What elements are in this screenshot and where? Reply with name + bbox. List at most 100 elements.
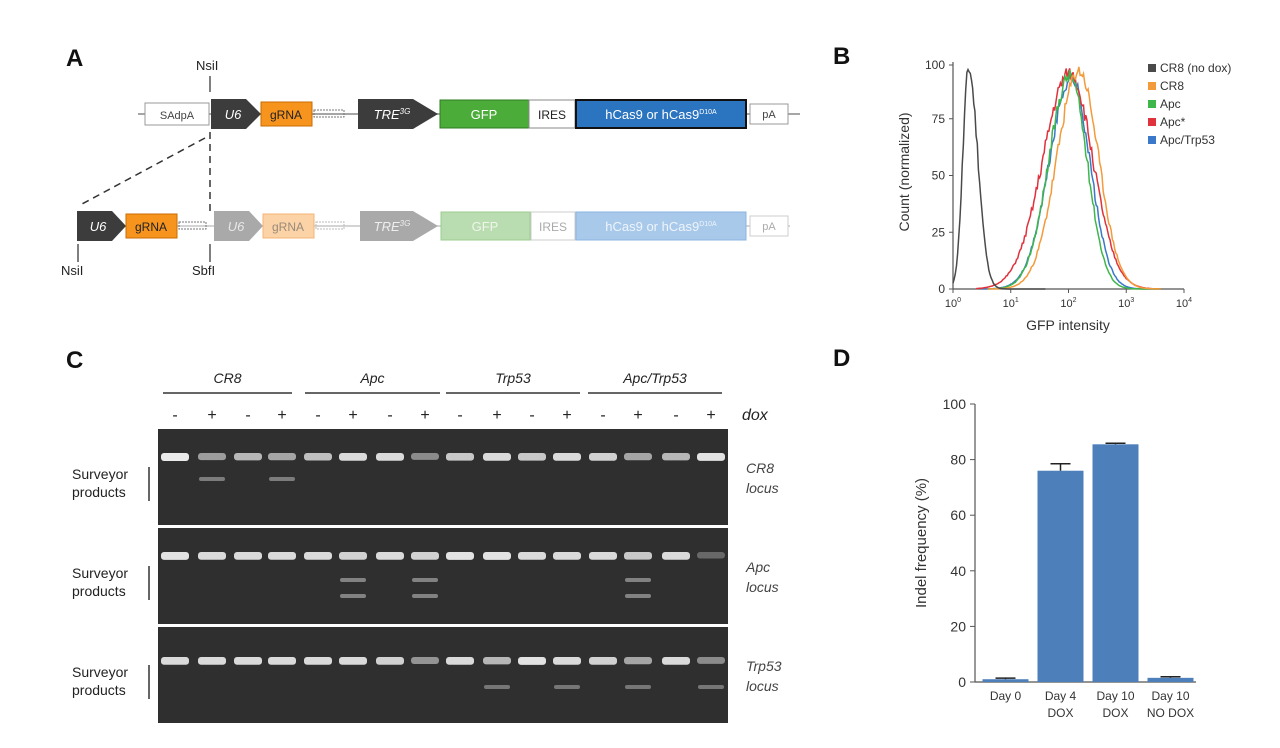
gel-band	[697, 657, 725, 664]
bar-y-ticks: 0 20 40 60 80 100	[943, 396, 975, 690]
gel-band	[411, 453, 439, 460]
locus-label-line2: locus	[746, 480, 779, 496]
panel-label-a: A	[66, 45, 83, 72]
surveyor-label-line2: products	[72, 583, 126, 599]
sadpa-label: SAdpA	[160, 110, 195, 122]
gel-band	[553, 657, 581, 665]
flow-x-tick-label: 101	[1003, 297, 1019, 310]
gel-band	[304, 453, 332, 461]
u6-arrow	[211, 99, 261, 129]
flow-legend-label: Apc	[1160, 97, 1181, 111]
bar-ylabel: Indel frequency (%)	[913, 478, 930, 608]
grna-label-bottom: gRNA	[135, 220, 167, 234]
pa-label-faded: pA	[762, 221, 776, 233]
gel-band	[697, 453, 725, 461]
gfp-label-faded: GFP	[472, 219, 499, 234]
bar-y-tick-label: 60	[950, 507, 966, 523]
grna-label: gRNA	[270, 108, 302, 122]
flow-x-tick-label: 100	[945, 297, 961, 310]
gel-band	[697, 552, 725, 559]
gel-band	[268, 657, 296, 665]
flow-y-tick-label: 100	[925, 58, 945, 72]
u6-label-bottom: U6	[90, 219, 107, 234]
construct-top: NsiI SAdpA U6 gRNA TRE3G GFP IRES hCas9 …	[138, 58, 800, 129]
gel-group-headers: CR8 Apc Trp53 Apc/Trp53	[163, 370, 722, 394]
bar-y-tick-label: 80	[950, 452, 966, 468]
pa-label: pA	[762, 109, 776, 121]
gel-band	[234, 552, 262, 560]
bar	[1147, 677, 1194, 682]
cas9-label-faded: hCas9 or hCas9D10A	[605, 219, 717, 234]
tre3g-arrow-faded	[360, 211, 438, 241]
flow-legend-swatch	[1148, 118, 1156, 126]
gel-panel: Surveyor products Trp53 locus	[72, 627, 782, 723]
gel-band	[161, 453, 189, 461]
guide-dashed-diagonal	[81, 137, 206, 205]
nsii-site-top: NsiI	[196, 58, 218, 73]
terminator-top	[313, 109, 345, 118]
gel-product-band	[554, 685, 580, 689]
pa-box-faded	[749, 215, 789, 237]
gfp-label: GFP	[471, 107, 498, 122]
surveyor-label-line1: Surveyor	[72, 565, 128, 581]
gel-band	[161, 552, 189, 560]
gel-product-band	[625, 578, 651, 582]
gfp-box-faded	[440, 211, 531, 241]
gel-dox-sign: +	[633, 407, 642, 424]
gel-band	[268, 453, 296, 461]
gel-product-band	[340, 594, 366, 598]
flow-legend-label: Apc*	[1160, 115, 1186, 129]
gel-band	[411, 552, 439, 560]
bar	[1037, 470, 1084, 682]
flow-curve-apc-star	[976, 68, 1161, 290]
gel-band	[589, 552, 617, 560]
gel-band	[483, 657, 511, 665]
bar-y-tick-label: 0	[958, 674, 966, 690]
gel-dox-sign: -	[315, 407, 320, 424]
gel-dox-sign: -	[600, 407, 605, 424]
gel-background	[158, 627, 728, 723]
dox-label: dox	[742, 407, 769, 424]
gel-dox-sign: -	[457, 407, 462, 424]
gel-band	[446, 453, 474, 461]
gel-panels: Surveyor products CR8 locus Surveyor products…	[72, 429, 782, 723]
tre3g-label: TRE3G	[374, 107, 411, 122]
gel-group-label: Apc/Trp53	[622, 370, 687, 386]
gel-band	[339, 453, 367, 461]
tre3g-arrow	[358, 99, 438, 129]
flow-y-tick-label: 50	[932, 169, 946, 183]
flow-legend-swatch	[1148, 64, 1156, 72]
grna-box-bottom	[125, 213, 178, 239]
flow-curves	[952, 66, 1161, 290]
gel-band	[268, 552, 296, 560]
gel-dox-sign: -	[172, 407, 177, 424]
gel-band	[483, 453, 511, 461]
flow-legend-label: Apc/Trp53	[1160, 133, 1215, 147]
flow-xlabel: GFP intensity	[1026, 317, 1110, 333]
flow-x-tick-label: 102	[1060, 297, 1076, 310]
gel-band	[339, 657, 367, 665]
gel-band	[589, 657, 617, 665]
nsii-site-bottom: NsiI	[61, 263, 83, 278]
pa-box	[749, 103, 789, 125]
panel-label-b: B	[833, 43, 850, 70]
gel-band	[234, 453, 262, 461]
gel-dox-sign: +	[706, 407, 715, 424]
gel-product-band	[412, 594, 438, 598]
gel-background	[158, 528, 728, 624]
gel-product-band	[199, 477, 225, 481]
bar-category-label-line1: Day 0	[990, 689, 1022, 703]
gel-band	[518, 657, 546, 665]
bar-category-label-line1: Day 10	[1096, 689, 1134, 703]
gel-band	[624, 657, 652, 665]
bar-y-tick-label: 100	[943, 396, 967, 412]
locus-label-line2: locus	[746, 678, 779, 694]
bar-x-labels: Day 0 Day 4 DOX Day 10 DOX Day 10 NO DOX	[990, 689, 1194, 720]
terminator-faded	[315, 221, 345, 230]
flow-legend-swatch	[1148, 136, 1156, 144]
gel-band	[339, 552, 367, 560]
surveyor-label-line1: Surveyor	[72, 664, 128, 680]
gel-dox-signs: - + - + - + - + - + - + - + - +	[172, 407, 715, 424]
